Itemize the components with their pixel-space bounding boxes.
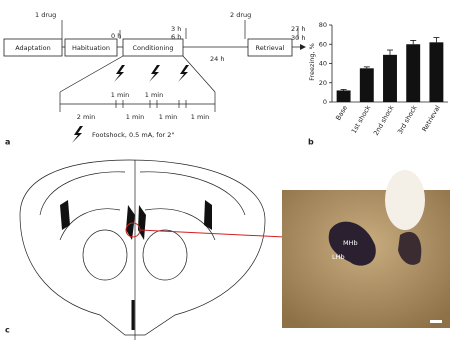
region-label: LHb — [332, 253, 345, 261]
panel-label: a — [5, 138, 10, 147]
habenula-stain — [398, 231, 422, 265]
drug-label: 1 drug — [35, 11, 56, 19]
arrow — [300, 44, 306, 50]
shocks — [72, 65, 189, 143]
y-tick-label: 80 — [319, 21, 327, 29]
ventricle — [385, 170, 425, 230]
hippocampus — [59, 208, 216, 241]
time: 0 h — [111, 32, 121, 40]
y-tick-label: 20 — [319, 79, 327, 87]
interval: 1 min — [159, 113, 177, 121]
interval: 1 min — [191, 113, 209, 121]
y-tick-label: 60 — [319, 40, 327, 48]
bar — [383, 54, 397, 102]
interval: 1 min — [145, 91, 163, 99]
cortex — [39, 171, 246, 216]
brain-outline — [19, 159, 266, 336]
ventricle — [204, 200, 212, 230]
legend: Footshock, 0.5 mA, for 2" — [92, 131, 174, 139]
bar — [336, 90, 351, 102]
panel-label: c — [5, 326, 10, 335]
habenula-stain — [328, 221, 376, 266]
x-tick-label: 1st shock — [350, 104, 373, 135]
time: 24 h — [210, 55, 224, 63]
bar — [429, 42, 444, 102]
stage-box — [122, 38, 184, 57]
x-tick-label: Retrieval — [420, 104, 441, 133]
region-label: MHb — [343, 239, 358, 247]
y-axis-label: Freezing, % — [308, 43, 316, 81]
x-tick-label: Base — [334, 104, 349, 122]
drug-label: 2 drug — [230, 11, 251, 19]
x-tick-label: 3rd shock — [396, 104, 419, 136]
habenula — [126, 205, 146, 240]
x-tick-label: 2nd shock — [372, 104, 396, 137]
bar — [406, 44, 421, 102]
stage: Conditioning — [132, 44, 173, 52]
time: 27 h — [291, 25, 305, 33]
thalamus — [82, 229, 128, 281]
time: 6 h — [171, 33, 181, 41]
time: 3 h — [171, 25, 181, 33]
thalamus — [142, 229, 188, 281]
ventricle — [60, 200, 70, 230]
bar — [359, 68, 374, 102]
stage-box — [3, 38, 63, 57]
interval: 1 min — [111, 91, 129, 99]
stage-box — [247, 38, 293, 57]
interval: 2 min — [77, 113, 95, 121]
stage: Retrieval — [256, 44, 285, 52]
interval: 1 min — [126, 113, 144, 121]
panel-a: 1 drug 2 drug Adaptation Habituation Con… — [3, 11, 306, 147]
time: 30 h — [291, 34, 305, 42]
y-tick-label: 0 — [323, 98, 327, 106]
stage-box — [64, 38, 118, 57]
panel-b: b Freezing, % 0 20 40 60 80 Base 1st shock 2nd … — [308, 21, 448, 147]
panel-label: b — [308, 138, 314, 147]
scale-bar — [430, 320, 442, 323]
zoom-line — [182, 55, 216, 93]
stage: Habituation — [72, 44, 110, 52]
zoom-line — [59, 55, 124, 93]
stage: Adaptation — [15, 44, 51, 52]
y-tick-label: 40 — [319, 60, 327, 68]
panel-c: MHb LHb c — [5, 159, 450, 340]
